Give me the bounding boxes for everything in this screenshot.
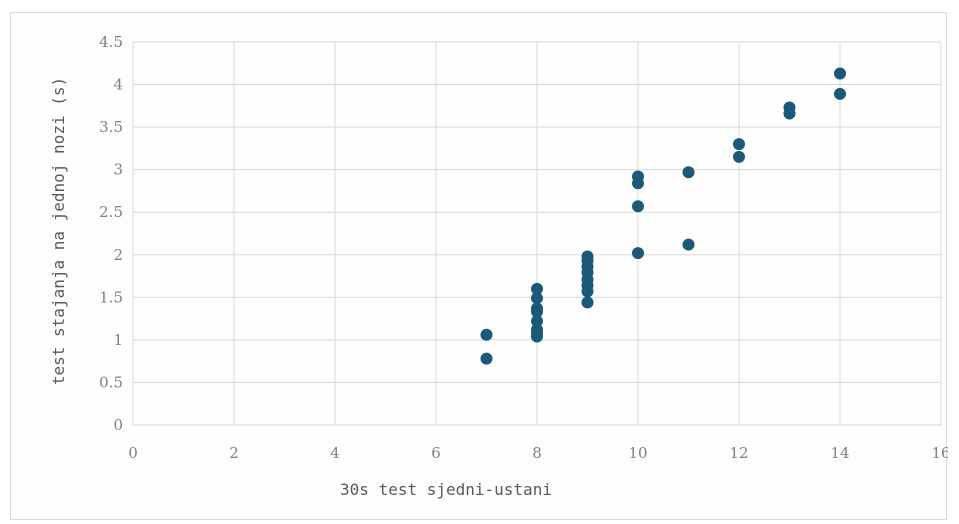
- y-tick-label: 2: [113, 246, 123, 264]
- data-point: [682, 238, 695, 251]
- x-tick-label: 8: [532, 444, 542, 462]
- data-point: [581, 296, 594, 309]
- x-axis-title: 30s test sjedni-ustani: [340, 480, 552, 499]
- y-tick-label: 3.5: [99, 118, 123, 136]
- x-tick-label: 14: [830, 444, 849, 462]
- x-tick-label: 10: [628, 444, 647, 462]
- data-point: [783, 107, 796, 120]
- data-point: [632, 247, 644, 260]
- data-point: [632, 200, 644, 213]
- data-point: [632, 177, 644, 190]
- y-axis-ticks: 0 0.5 1 1.5 2 2.5 3 3.5 4 4.5: [99, 33, 123, 434]
- x-tick-label: 4: [330, 444, 340, 462]
- data-point: [531, 330, 543, 343]
- data-point: [531, 292, 543, 305]
- data-point: [682, 166, 695, 179]
- data-point: [480, 328, 493, 341]
- data-point: [531, 282, 543, 295]
- gridlines: [132, 41, 942, 426]
- data-point: [733, 138, 745, 151]
- x-tick-label: 0: [128, 444, 138, 462]
- chart-frame: 0 2 4 6 8 10 12 14 16 0 0.5 1 1.5 2 2.5 3 3.5 4 4.5 30s t…: [10, 12, 948, 520]
- data-points: [480, 67, 846, 365]
- data-point: [531, 305, 543, 318]
- x-tick-label: 2: [229, 444, 239, 462]
- y-tick-label: 4.5: [99, 33, 123, 51]
- x-tick-label: 16: [931, 444, 948, 462]
- y-tick-label: 0.5: [99, 373, 123, 391]
- data-point: [480, 352, 493, 365]
- scatter-chart: 0 2 4 6 8 10 12 14 16 0 0.5 1 1.5 2 2.5 3 3.5 4 4.5 30s t…: [49, 33, 948, 499]
- y-tick-label: 1.5: [99, 288, 123, 306]
- data-point: [531, 315, 543, 328]
- x-axis-ticks: 0 2 4 6 8 10 12 14 16: [128, 444, 948, 462]
- y-axis-title: test stajanja na jednoj nozi (s): [49, 77, 68, 385]
- data-point: [581, 285, 594, 298]
- y-tick-label: 2.5: [99, 203, 123, 221]
- y-tick-label: 4: [113, 76, 123, 94]
- x-tick-label: 6: [431, 444, 441, 462]
- data-point: [834, 87, 846, 100]
- y-tick-label: 1: [113, 331, 123, 349]
- y-tick-label: 0: [113, 416, 123, 434]
- x-tick-label: 12: [729, 444, 748, 462]
- y-tick-label: 3: [113, 161, 123, 179]
- data-point: [834, 67, 846, 80]
- data-point: [733, 150, 745, 163]
